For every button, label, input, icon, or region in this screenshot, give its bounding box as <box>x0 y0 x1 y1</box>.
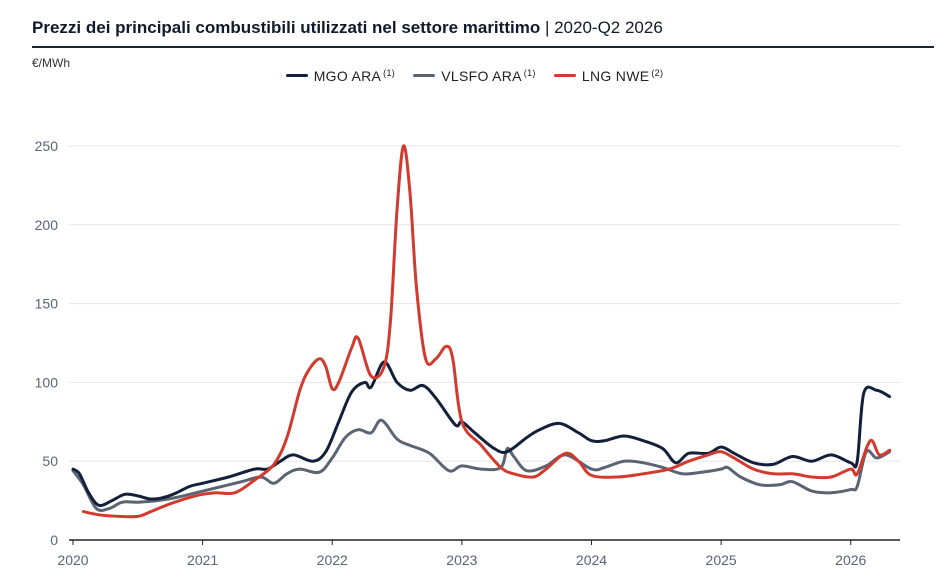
x-tick-label: 2026 <box>835 552 866 568</box>
legend-label-vlsfo: VLSFO ARA <box>441 67 522 84</box>
legend-label-lng: LNG NWE <box>581 67 650 84</box>
chart-title: Prezzi dei principali combustibili utili… <box>32 18 934 38</box>
x-axis-ticks: 2020 2021 2022 2023 2024 2025 2026 <box>57 540 867 568</box>
title-separator: | <box>544 18 550 37</box>
y-tick-label: 150 <box>35 296 59 312</box>
chart-title-range: 2020-Q2 2026 <box>554 18 663 37</box>
series-lines <box>71 144 892 519</box>
x-tick-label: 2022 <box>317 552 348 568</box>
chart-legend: MGO ARA (1) VLSFO ARA (1) LNG NWE (2) <box>0 64 949 84</box>
legend-swatch-mgo <box>285 74 308 77</box>
y-tick-label: 250 <box>35 138 59 154</box>
x-tick-label: 2021 <box>187 552 218 568</box>
y-axis-ticks: 0 50 100 150 200 250 <box>35 138 59 548</box>
legend-swatch-vlsfo <box>413 74 436 77</box>
legend-item-vlsfo: VLSFO ARA (1) <box>413 68 535 84</box>
x-tick-label: 2025 <box>706 552 737 568</box>
legend-note-mgo: (1) <box>383 67 396 78</box>
grid-lines <box>69 145 900 541</box>
legend-label-mgo: MGO ARA <box>313 67 382 84</box>
x-tick-label: 2020 <box>57 552 88 568</box>
y-tick-label: 100 <box>35 374 59 390</box>
y-tick-label: 50 <box>42 453 58 469</box>
series-line-lng <box>81 144 892 519</box>
series-line-vlsfo <box>71 418 892 512</box>
x-tick-label: 2024 <box>576 552 607 568</box>
y-tick-label: 200 <box>35 217 59 233</box>
y-tick-label: 0 <box>50 532 58 548</box>
legend-swatch-lng <box>553 74 576 77</box>
chart-title-main: Prezzi dei principali combustibili utili… <box>32 18 541 37</box>
x-tick-label: 2023 <box>446 552 477 568</box>
chart-title-bar: Prezzi dei principali combustibili utili… <box>32 18 934 48</box>
series-line-mgo <box>71 360 892 508</box>
y-axis-unit: €/MWh <box>32 56 71 70</box>
legend-note-vlsfo: (1) <box>523 67 536 78</box>
legend-item-lng: LNG NWE (2) <box>553 67 664 84</box>
legend-item-mgo: MGO ARA (1) <box>285 67 396 84</box>
legend-note-lng: (2) <box>651 67 664 78</box>
